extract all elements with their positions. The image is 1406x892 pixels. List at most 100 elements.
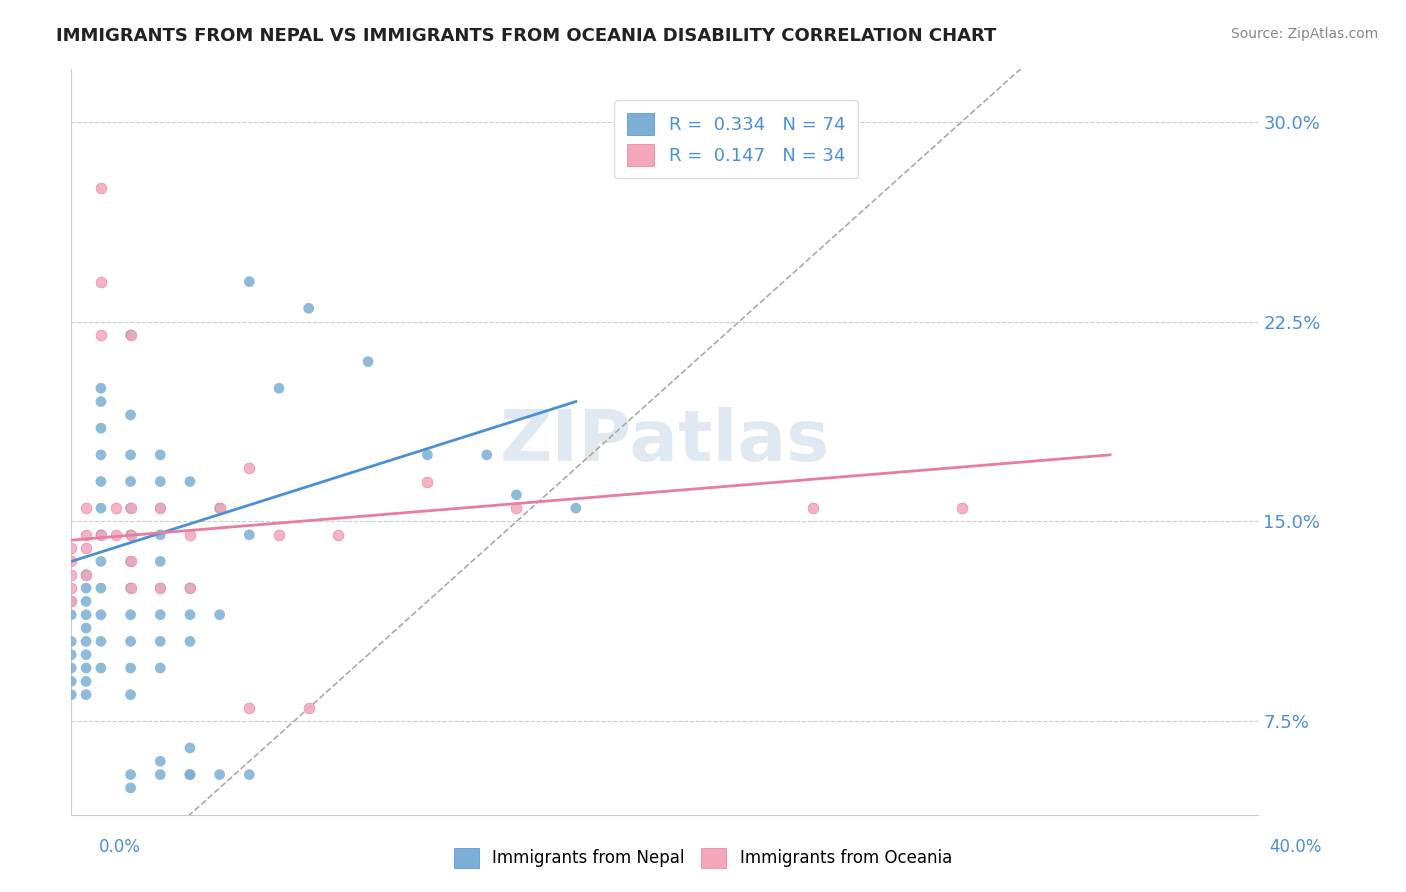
Immigrants from Oceania [149, 581, 172, 595]
Immigrants from Nepal [208, 607, 231, 622]
Immigrants from Nepal [120, 554, 142, 568]
Immigrants from Nepal [149, 554, 172, 568]
Immigrants from Oceania [104, 528, 127, 542]
Immigrants from Nepal [75, 634, 97, 648]
Immigrants from Nepal [75, 674, 97, 689]
Immigrants from Oceania [328, 528, 350, 542]
Immigrants from Oceania [179, 528, 201, 542]
Text: IMMIGRANTS FROM NEPAL VS IMMIGRANTS FROM OCEANIA DISABILITY CORRELATION CHART: IMMIGRANTS FROM NEPAL VS IMMIGRANTS FROM… [56, 27, 997, 45]
Immigrants from Nepal [75, 581, 97, 595]
Immigrants from Nepal [90, 528, 112, 542]
Immigrants from Nepal [120, 767, 142, 781]
Immigrants from Oceania [90, 328, 112, 343]
Immigrants from Nepal [179, 475, 201, 489]
Immigrants from Nepal [90, 634, 112, 648]
Immigrants from Oceania [267, 528, 290, 542]
Immigrants from Oceania [90, 275, 112, 289]
Immigrants from Nepal [120, 634, 142, 648]
Immigrants from Nepal [75, 594, 97, 608]
Text: 0.0%: 0.0% [98, 838, 141, 856]
Immigrants from Oceania [179, 581, 201, 595]
Legend: Immigrants from Nepal, Immigrants from Oceania: Immigrants from Nepal, Immigrants from O… [447, 841, 959, 875]
Immigrants from Nepal [60, 648, 83, 662]
Immigrants from Nepal [120, 501, 142, 516]
Immigrants from Nepal [357, 354, 380, 368]
Immigrants from Nepal [505, 488, 527, 502]
Immigrants from Oceania [60, 594, 83, 608]
Immigrants from Nepal [90, 448, 112, 462]
Immigrants from Nepal [90, 475, 112, 489]
Immigrants from Nepal [90, 501, 112, 516]
Immigrants from Oceania [950, 501, 973, 516]
Immigrants from Nepal [120, 528, 142, 542]
Immigrants from Nepal [149, 528, 172, 542]
Immigrants from Oceania [60, 581, 83, 595]
Immigrants from Nepal [75, 567, 97, 582]
Immigrants from Nepal [120, 607, 142, 622]
Immigrants from Nepal [120, 408, 142, 422]
Immigrants from Nepal [179, 634, 201, 648]
Immigrants from Nepal [120, 780, 142, 795]
Immigrants from Nepal [149, 767, 172, 781]
Immigrants from Nepal [75, 688, 97, 702]
Immigrants from Nepal [238, 767, 260, 781]
Immigrants from Nepal [120, 448, 142, 462]
Immigrants from Nepal [75, 648, 97, 662]
Immigrants from Oceania [120, 528, 142, 542]
Immigrants from Nepal [90, 581, 112, 595]
Immigrants from Oceania [120, 328, 142, 343]
Immigrants from Oceania [149, 501, 172, 516]
Immigrants from Nepal [60, 594, 83, 608]
Immigrants from Nepal [238, 528, 260, 542]
Immigrants from Nepal [90, 421, 112, 435]
Immigrants from Nepal [179, 581, 201, 595]
Immigrants from Nepal [90, 394, 112, 409]
Immigrants from Oceania [120, 501, 142, 516]
Immigrants from Nepal [475, 448, 498, 462]
Immigrants from Nepal [149, 661, 172, 675]
Immigrants from Oceania [75, 567, 97, 582]
Immigrants from Nepal [120, 688, 142, 702]
Text: Source: ZipAtlas.com: Source: ZipAtlas.com [1230, 27, 1378, 41]
Immigrants from Nepal [120, 475, 142, 489]
Text: ZIPatlas: ZIPatlas [499, 407, 830, 476]
Immigrants from Nepal [267, 381, 290, 395]
Immigrants from Nepal [238, 275, 260, 289]
Immigrants from Nepal [179, 767, 201, 781]
Immigrants from Nepal [90, 661, 112, 675]
Immigrants from Oceania [505, 501, 527, 516]
Legend: R =  0.334   N = 74, R =  0.147   N = 34: R = 0.334 N = 74, R = 0.147 N = 34 [614, 100, 858, 178]
Immigrants from Oceania [298, 701, 321, 715]
Immigrants from Nepal [149, 754, 172, 768]
Immigrants from Nepal [120, 328, 142, 343]
Immigrants from Oceania [75, 501, 97, 516]
Immigrants from Nepal [179, 741, 201, 756]
Immigrants from Nepal [179, 607, 201, 622]
Immigrants from Oceania [416, 475, 439, 489]
Immigrants from Nepal [60, 661, 83, 675]
Immigrants from Nepal [60, 688, 83, 702]
Immigrants from Nepal [179, 767, 201, 781]
Immigrants from Nepal [149, 475, 172, 489]
Immigrants from Nepal [60, 674, 83, 689]
Immigrants from Nepal [120, 581, 142, 595]
Immigrants from Oceania [120, 554, 142, 568]
Immigrants from Nepal [60, 634, 83, 648]
Immigrants from Oceania [75, 528, 97, 542]
Immigrants from Oceania [60, 567, 83, 582]
Immigrants from Nepal [90, 554, 112, 568]
Immigrants from Nepal [90, 607, 112, 622]
Immigrants from Nepal [149, 501, 172, 516]
Immigrants from Oceania [60, 541, 83, 555]
Immigrants from Oceania [120, 581, 142, 595]
Immigrants from Nepal [565, 501, 588, 516]
Text: 40.0%: 40.0% [1270, 838, 1322, 856]
Immigrants from Oceania [238, 701, 260, 715]
Immigrants from Oceania [238, 461, 260, 475]
Immigrants from Oceania [90, 181, 112, 195]
Immigrants from Oceania [208, 501, 231, 516]
Immigrants from Oceania [104, 501, 127, 516]
Immigrants from Nepal [120, 661, 142, 675]
Immigrants from Nepal [208, 767, 231, 781]
Immigrants from Nepal [149, 634, 172, 648]
